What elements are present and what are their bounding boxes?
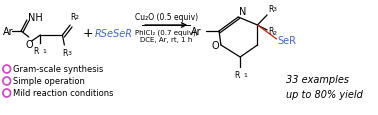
Text: R: R	[268, 26, 273, 35]
Text: 2: 2	[273, 31, 277, 36]
Text: +: +	[83, 27, 94, 40]
Text: Mild reaction conditions: Mild reaction conditions	[14, 89, 114, 98]
Text: 1: 1	[42, 49, 46, 54]
Text: RSeSeR: RSeSeR	[95, 29, 133, 39]
Text: SeR: SeR	[277, 36, 297, 46]
Text: O: O	[211, 41, 219, 51]
Text: 2: 2	[75, 15, 79, 20]
Text: 3: 3	[67, 51, 71, 56]
Text: R: R	[234, 70, 239, 79]
Text: DCE, Ar, rt, 1 h: DCE, Ar, rt, 1 h	[140, 37, 192, 43]
Text: Simple operation: Simple operation	[14, 77, 85, 86]
Text: Gram-scale synthesis: Gram-scale synthesis	[14, 65, 104, 74]
Text: 33 examples
up to 80% yield: 33 examples up to 80% yield	[286, 74, 363, 99]
Text: Ar: Ar	[3, 27, 14, 37]
Text: Ar: Ar	[191, 27, 202, 37]
Text: 3: 3	[273, 7, 277, 12]
Text: R: R	[33, 47, 39, 56]
Text: R: R	[70, 13, 76, 22]
Text: PhICl₂ (0.7 equiv),: PhICl₂ (0.7 equiv),	[135, 29, 198, 36]
Text: N: N	[239, 7, 246, 17]
Text: R: R	[268, 5, 273, 14]
Text: O: O	[25, 40, 33, 50]
Text: R: R	[62, 49, 68, 58]
Text: NH: NH	[28, 13, 43, 23]
Text: 1: 1	[243, 72, 247, 77]
Text: Cu₂O (0.5 equiv): Cu₂O (0.5 equiv)	[135, 12, 198, 21]
